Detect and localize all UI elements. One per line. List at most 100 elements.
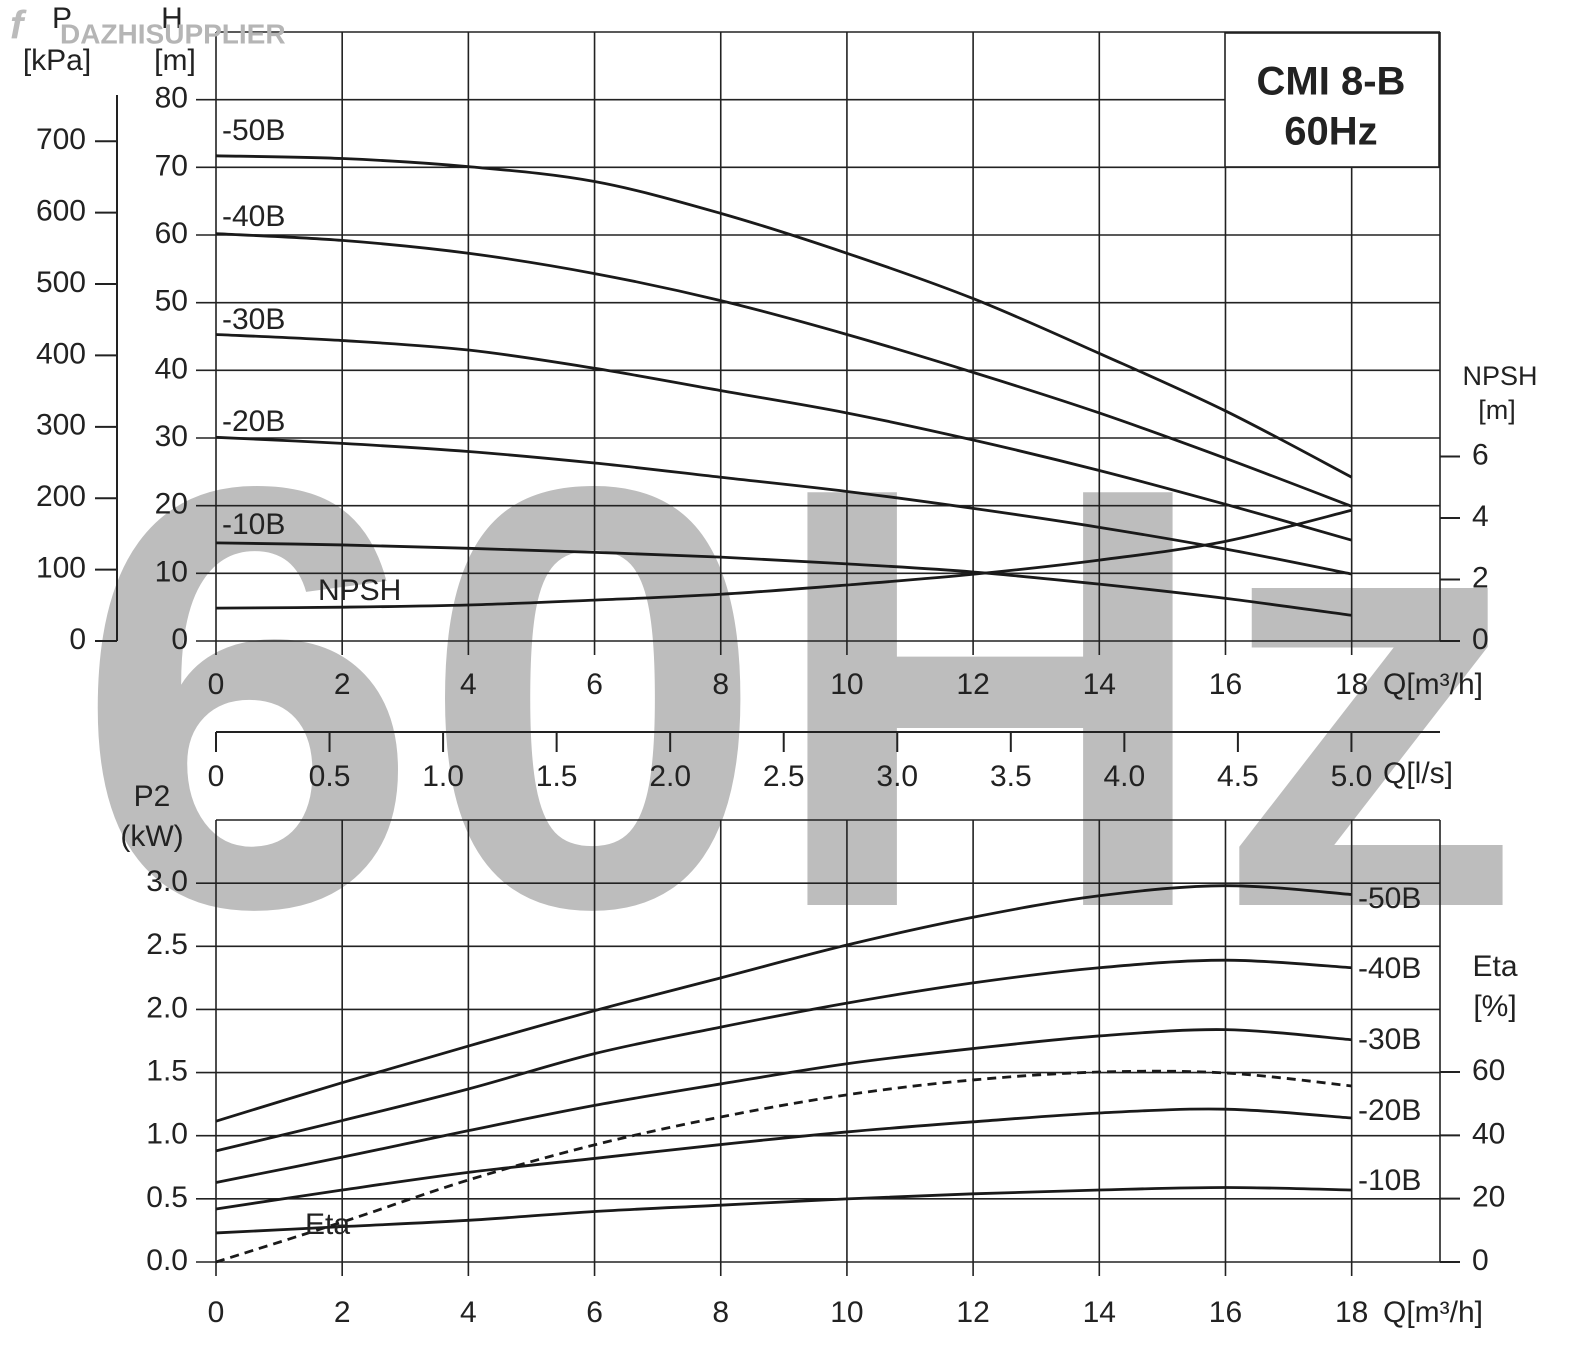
y-axis-unit: (kW) (120, 820, 183, 853)
watermark: 60Hz (75, 363, 1525, 1033)
series-label: Eta (305, 1208, 350, 1241)
y-tick-label: 10 (155, 555, 188, 588)
y-tick-label: 0.5 (146, 1181, 188, 1214)
series-label: -10B (1358, 1164, 1421, 1197)
y3-tick-label: 500 (36, 266, 86, 299)
series-label: -30B (222, 303, 285, 336)
series-label: -20B (222, 405, 285, 438)
chart-subtitle: 60Hz (1284, 110, 1377, 154)
y3-tick-label: 700 (36, 123, 86, 156)
x2-tick-label: 3.0 (876, 760, 918, 793)
y3-tick-label: 100 (36, 552, 86, 585)
x2-tick-label: 3.5 (990, 760, 1032, 793)
title-box (1224, 32, 1440, 168)
series-line (215, 541, 1352, 617)
x-tick-label: 16 (1209, 668, 1242, 701)
y-tick-label: 20 (155, 488, 188, 521)
x-tick-label: 0 (208, 1296, 225, 1329)
x-tick-label: 10 (830, 1296, 863, 1329)
y3-axis-unit: [kPa] (23, 44, 91, 77)
series-label: -40B (222, 200, 285, 233)
x-tick-label: 8 (712, 668, 729, 701)
x-tick-label: 18 (1335, 668, 1368, 701)
x2-tick-label: 0 (208, 760, 225, 793)
x2-tick-label: 1.5 (536, 760, 578, 793)
x2-tick-label: 2.0 (649, 760, 691, 793)
y-axis-unit: [m] (154, 44, 196, 77)
y2-tick-label: 2 (1472, 561, 1489, 594)
x2-tick-label: 4.0 (1103, 760, 1145, 793)
series-label: -50B (222, 114, 285, 147)
x-tick-label: 6 (586, 668, 603, 701)
y3-tick-label: 0 (69, 623, 86, 656)
y-tick-label: 40 (155, 352, 188, 385)
x-tick-label: 4 (460, 668, 477, 701)
x2-tick-label: 0.5 (309, 760, 351, 793)
y-tick-label: 70 (155, 149, 188, 182)
y2-tick-label: 6 (1472, 438, 1489, 471)
x-tick-label: 10 (830, 668, 863, 701)
y3-tick-label: 400 (36, 337, 86, 370)
y2-axis-label: NPSH (1462, 361, 1537, 391)
series-line (215, 1107, 1352, 1211)
y-tick-label: 0.0 (146, 1244, 188, 1277)
y2-axis-unit: [%] (1473, 990, 1516, 1023)
x2-tick-label: 5.0 (1331, 760, 1373, 793)
y-tick-label: 1.0 (146, 1118, 188, 1151)
series-line (215, 1186, 1352, 1235)
x2-tick-label: 4.5 (1217, 760, 1259, 793)
y-tick-label: 2.0 (146, 991, 188, 1024)
x-tick-label: 18 (1335, 1296, 1368, 1329)
y2-axis-unit: [m] (1478, 395, 1516, 425)
x-tick-label: 6 (586, 1296, 603, 1329)
y2-axis-label: Eta (1472, 950, 1517, 983)
x-axis-label: Q[m³/h] (1383, 1296, 1483, 1329)
series-label: -40B (1358, 952, 1421, 985)
y-tick-label: 60 (155, 217, 188, 250)
series-line (215, 884, 1352, 1123)
brand: DAZHISUPPLIER (60, 18, 286, 49)
x-tick-label: 14 (1083, 1296, 1116, 1329)
x2-tick-label: 1.0 (422, 760, 464, 793)
y-tick-label: 2.5 (146, 928, 188, 961)
series-line (215, 958, 1352, 1153)
series-label: -50B (1358, 882, 1421, 915)
series-line (215, 333, 1353, 542)
y2-tick-label: 0 (1472, 1244, 1489, 1277)
y3-axis-label: P (52, 2, 72, 35)
y-tick-label: 30 (155, 420, 188, 453)
x-tick-label: 0 (208, 668, 225, 701)
y-tick-label: 50 (155, 285, 188, 318)
x-tick-label: 16 (1209, 1296, 1242, 1329)
series-label: -20B (1358, 1094, 1421, 1127)
x-tick-label: 12 (956, 668, 989, 701)
series-line (215, 154, 1353, 479)
y3-tick-label: 200 (36, 480, 86, 513)
brand-icon: f (10, 4, 27, 48)
series-line (215, 1069, 1352, 1264)
y2-tick-label: 20 (1472, 1181, 1505, 1214)
series-line (215, 508, 1353, 610)
x-tick-label: 14 (1083, 668, 1116, 701)
series-line (215, 1028, 1352, 1184)
x2-axis-label: Q[l/s] (1383, 757, 1453, 790)
chart-title: CMI 8-B (1257, 60, 1406, 104)
series-label: NPSH (318, 574, 401, 607)
y-axis-label: P2 (134, 780, 171, 813)
series-line (215, 232, 1353, 508)
y3-tick-label: 600 (36, 195, 86, 228)
y2-tick-label: 40 (1472, 1117, 1505, 1150)
x-tick-label: 4 (460, 1296, 477, 1329)
y2-tick-label: 4 (1472, 500, 1489, 533)
x-axis-label: Q[m³/h] (1383, 668, 1483, 701)
y-tick-label: 3.0 (146, 865, 188, 898)
y-tick-label: 80 (155, 82, 188, 115)
y2-tick-label: 60 (1472, 1054, 1505, 1087)
x-tick-label: 8 (712, 1296, 729, 1329)
y-tick-label: 0 (171, 623, 188, 656)
x-tick-label: 2 (334, 668, 351, 701)
x-tick-label: 2 (334, 1296, 351, 1329)
